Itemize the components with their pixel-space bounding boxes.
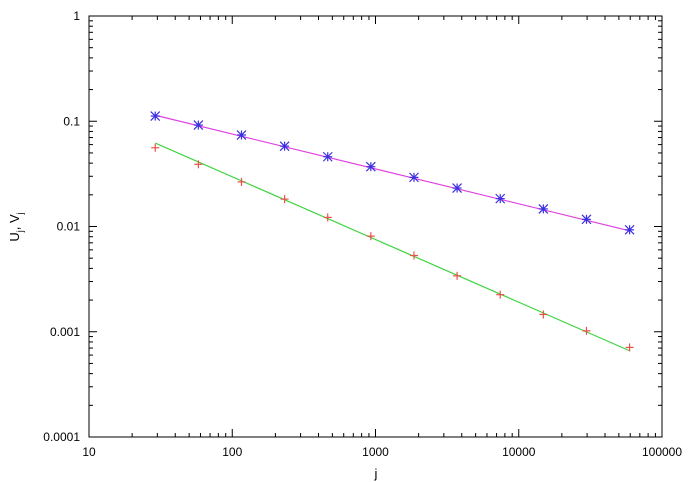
data-point bbox=[452, 183, 463, 193]
data-markers bbox=[150, 111, 635, 352]
x-tick-label: 10000 bbox=[502, 445, 536, 459]
data-point bbox=[322, 151, 333, 162]
data-point bbox=[365, 161, 376, 172]
data-point bbox=[236, 130, 247, 140]
data-point bbox=[194, 160, 203, 169]
data-point bbox=[280, 195, 289, 204]
axis-labels: j Uj, Vj bbox=[7, 212, 378, 481]
fit-line-series-1 bbox=[155, 114, 630, 232]
data-point bbox=[193, 120, 204, 130]
data-point bbox=[538, 203, 549, 214]
data-point bbox=[495, 193, 506, 204]
data-point bbox=[625, 343, 634, 352]
data-point bbox=[539, 310, 548, 319]
fit-lines bbox=[154, 114, 630, 352]
data-point bbox=[323, 213, 332, 222]
data-point bbox=[366, 232, 375, 241]
data-point bbox=[409, 172, 419, 183]
data-point bbox=[453, 271, 462, 280]
data-point bbox=[150, 111, 161, 121]
data-point bbox=[496, 290, 505, 299]
plot-border bbox=[88, 15, 663, 438]
axis-ticks: 10 100 1000 10000 100000 0.0001 0.001 0.01 0.1 1 bbox=[43, 9, 682, 459]
x-tick-label: 100000 bbox=[642, 445, 682, 459]
data-point bbox=[279, 141, 290, 152]
data-point bbox=[581, 214, 592, 225]
y-tick-label: 0.1 bbox=[63, 114, 80, 128]
x-axis-label: j bbox=[374, 466, 378, 481]
data-point bbox=[237, 177, 246, 186]
x-tick-label: 100 bbox=[222, 445, 242, 459]
y-tick-label: 0.001 bbox=[50, 325, 80, 339]
y-tick-label: 0.01 bbox=[57, 220, 81, 234]
plot-frame bbox=[88, 15, 663, 438]
data-point bbox=[624, 224, 635, 235]
series-2-markers bbox=[151, 143, 634, 352]
x-tick-label: 1000 bbox=[362, 445, 389, 459]
fit-line-series-2 bbox=[154, 142, 630, 352]
data-point bbox=[582, 326, 591, 335]
data-point bbox=[409, 251, 418, 260]
x-tick-label: 10 bbox=[82, 445, 96, 459]
y-tick-label: 1 bbox=[73, 9, 80, 23]
data-point bbox=[151, 143, 160, 152]
series-1-markers bbox=[150, 111, 635, 235]
y-axis-label: Uj, Vj bbox=[7, 212, 25, 241]
y-tick-label: 0.0001 bbox=[43, 430, 80, 444]
